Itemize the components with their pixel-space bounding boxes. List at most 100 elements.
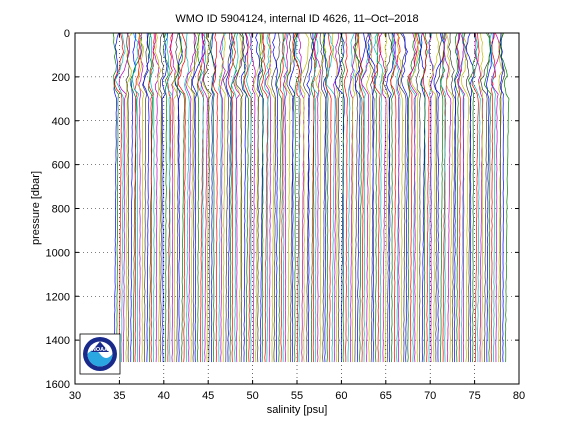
chart-title: WMO ID 5904124, internal ID 4626, 11–Oct… [175,13,418,25]
profile-line [142,32,150,363]
profile-line [255,32,264,363]
y-tick-label: 800 [52,204,70,216]
profile-line [427,32,434,363]
profile-line [152,32,160,363]
profile-line [197,32,206,363]
profile-line [410,32,420,363]
profile-line [440,32,446,363]
y-tick-label: 400 [52,116,70,128]
y-tick-label: 1600 [46,379,70,391]
profile-line [284,32,296,363]
profile-line [390,32,395,363]
profile-line [162,32,169,363]
profile-line [184,32,190,363]
profile-line [240,32,249,363]
profile-line [235,32,245,363]
profile-line [310,32,316,363]
profile-line [341,32,345,363]
profile-line [134,32,141,363]
noaa-logo: NOAA [79,333,121,375]
profile-line [381,32,389,363]
profile-line [354,32,366,363]
profile-line [373,32,384,363]
profile-line [491,32,501,363]
profile-line [203,32,210,363]
profile-line [125,32,133,363]
profile-line [468,32,478,363]
y-tick-label: 200 [52,72,70,84]
profile-line [275,32,285,363]
profile-line [279,32,286,363]
profile-line [200,32,208,363]
profile-line [185,32,196,363]
y-tick-label: 1400 [46,335,70,347]
x-tick-label: 65 [380,390,392,402]
x-tick-label: 35 [113,390,125,402]
profile-line [408,32,423,363]
profile-line [440,32,446,363]
logo-bird [91,341,109,352]
profile-line [249,32,256,363]
profile-line [142,32,150,363]
profile-line [267,32,276,363]
profile-line [319,32,327,363]
profile-line [453,32,459,363]
profile-line [422,32,430,363]
profile-line [343,32,348,363]
profile-line [397,32,407,363]
profile-line [420,32,428,363]
profile-line [113,32,119,363]
profile-line [314,32,322,363]
profile-line [258,32,264,363]
profile-line [272,32,279,363]
profile-line [298,32,305,363]
profile-line [288,32,296,363]
x-axis-title: salinity [psu] [267,404,328,416]
profile-line [299,32,310,363]
profile-line [365,32,375,363]
profile-line [154,32,163,363]
profile-line [229,32,237,363]
profile-line [233,32,245,363]
profile-line [433,32,446,363]
profile-line [428,32,439,363]
profile-lines [112,32,510,363]
profile-line [326,32,336,363]
y-tick-label: 1200 [46,291,70,303]
profile-line [428,32,434,363]
profile-line [212,32,219,363]
profile-line [474,32,484,363]
profile-line [409,32,418,363]
profile-line [192,32,204,363]
profile-line [245,32,253,363]
profile-line [489,32,496,363]
profile-line [453,32,460,363]
profile-line [472,32,481,363]
profile-line [199,32,206,363]
profile-line [253,32,263,363]
profile-line [463,32,472,363]
y-tick-label: 600 [52,160,70,172]
profile-line [303,32,314,363]
profile-line [360,32,373,363]
profile-line [325,32,332,363]
profile-line [312,32,319,363]
x-tick-label: 45 [202,390,214,402]
axis-ticks: 30 35 40 45 50 55 60 65 70 75 80020040060080010001… [46,28,526,402]
profile-line [415,32,422,363]
profile-line [354,32,364,363]
profile-line [282,32,289,363]
x-tick-label: 55 [291,390,303,402]
profile-line [161,32,169,363]
profile-line [191,32,197,363]
profile-line [334,32,345,363]
profile-line [356,32,365,363]
profile-line [265,32,272,363]
profile-line [118,32,130,363]
profile-line [386,32,396,363]
profile-line [148,32,155,363]
profile-line [361,32,372,363]
profile-line [440,32,447,363]
profile-line [292,32,300,363]
x-tick-label: 60 [335,390,347,402]
